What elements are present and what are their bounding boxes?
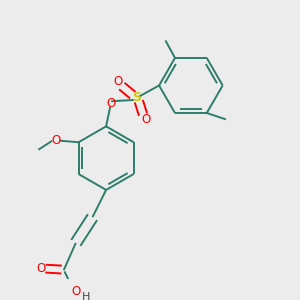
Text: O: O [141, 113, 151, 126]
Text: H: H [82, 292, 91, 300]
Text: S: S [132, 91, 141, 104]
Text: O: O [71, 286, 80, 298]
Text: O: O [36, 262, 46, 275]
Text: O: O [113, 75, 122, 88]
Text: O: O [106, 97, 115, 110]
Text: O: O [51, 134, 61, 147]
